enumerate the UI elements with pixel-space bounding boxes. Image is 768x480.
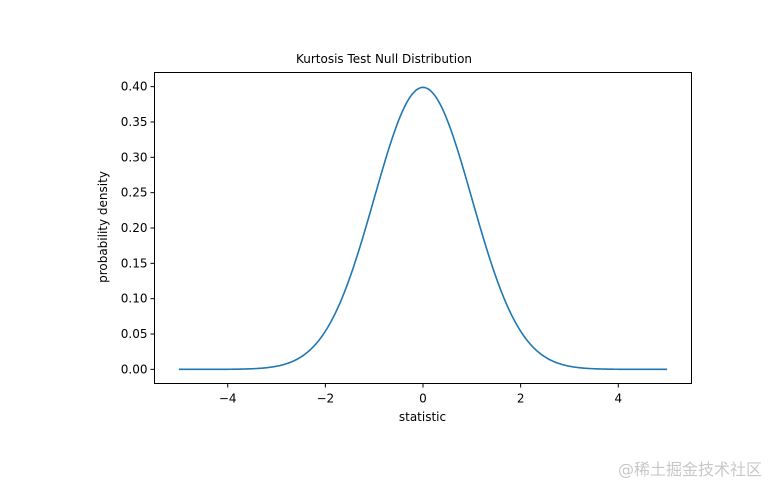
x-tick-label: −4 xyxy=(219,392,237,406)
y-tick-label: 0.40 xyxy=(121,80,148,94)
y-tick-label: 0.00 xyxy=(121,362,148,376)
pdf-curve xyxy=(178,86,668,371)
x-axis-ticks: −4 −2 0 2 4 xyxy=(219,383,622,406)
plot-area xyxy=(178,86,668,371)
chart-title: Kurtosis Test Null Distribution xyxy=(295,52,473,66)
y-tick-label: 0.20 xyxy=(121,221,148,235)
x-tick-label: −2 xyxy=(317,392,335,406)
x-tick-label: 0 xyxy=(419,392,427,406)
y-axis-label: probability density xyxy=(96,171,110,283)
y-tick-label: 0.25 xyxy=(121,186,148,200)
x-tick-label: 2 xyxy=(517,392,525,406)
watermark: @稀土掘金技术社区 xyxy=(617,460,762,479)
x-tick-label: 4 xyxy=(614,392,622,406)
y-tick-label: 0.05 xyxy=(121,327,148,341)
y-tick-label: 0.30 xyxy=(121,150,148,164)
y-tick-label: 0.15 xyxy=(121,256,148,270)
y-tick-label: 0.10 xyxy=(121,292,148,306)
y-axis-ticks: 0.00 0.05 0.10 0.15 0.20 0.25 0.30 0.35 0.40 xyxy=(121,80,155,376)
x-axis-label: statistic xyxy=(398,410,447,424)
y-tick-label: 0.35 xyxy=(121,115,148,129)
axes-frame xyxy=(154,72,692,384)
